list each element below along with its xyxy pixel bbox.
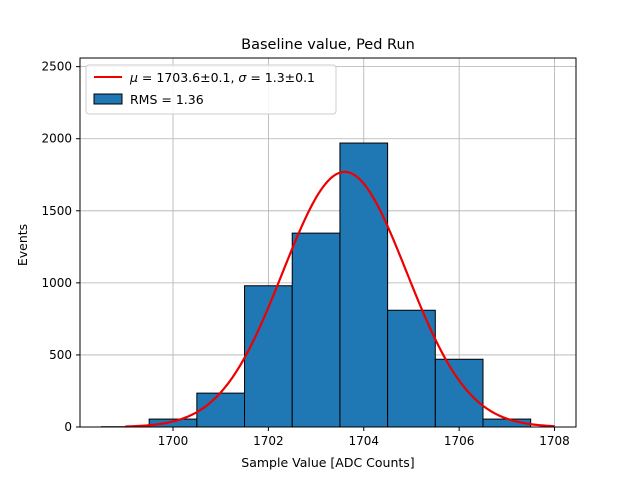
x-tick-label: 1700 xyxy=(158,434,189,448)
histogram-bar xyxy=(434,358,484,428)
legend-mu-symbol: μ xyxy=(129,70,138,85)
legend-mu-value: = 1703.6±0.1, xyxy=(138,70,238,85)
legend-sigma-value: = 1.3±0.1 xyxy=(246,70,315,85)
chart-title: Baseline value, Ped Run xyxy=(241,37,415,53)
x-tick-label: 1708 xyxy=(539,434,570,448)
gaussian-fit xyxy=(125,170,555,428)
x-tick-label: 1704 xyxy=(348,434,379,448)
histogram-bar xyxy=(291,232,341,428)
y-tick-label: 1500 xyxy=(41,204,72,218)
y-tick-label: 2500 xyxy=(41,60,72,74)
legend-rms-label: RMS = 1.36 xyxy=(130,92,204,107)
legend-fit-label: μ = 1703.6±0.1, σ = 1.3±0.1 xyxy=(129,70,315,85)
y-tick-label: 1000 xyxy=(41,276,72,290)
y-tick-label: 500 xyxy=(49,348,72,362)
axes xyxy=(76,57,577,431)
legend-bar-swatch xyxy=(93,93,123,105)
y-tick-label: 0 xyxy=(64,420,72,434)
x-axis-label: Sample Value [ADC Counts] xyxy=(241,455,414,470)
histogram-bar xyxy=(339,142,389,428)
tick-labels: 1700 1702 1704 1706 1708 0 500 1000 1500 2000 2500 xyxy=(41,60,569,448)
y-tick-label: 2000 xyxy=(41,132,72,146)
legend-sigma-symbol: σ xyxy=(238,70,247,85)
fit-curve xyxy=(125,170,555,428)
y-axis-label: Events xyxy=(15,224,30,266)
legend-frame xyxy=(85,64,337,115)
x-tick-label: 1706 xyxy=(444,434,475,448)
histogram-bar xyxy=(387,309,436,428)
x-tick-label: 1702 xyxy=(253,434,284,448)
histogram-bar xyxy=(196,392,246,428)
histogram-bars xyxy=(100,142,532,428)
legend: μ = 1703.6±0.1, σ = 1.3±0.1 RMS = 1.36 xyxy=(85,64,337,115)
plot-frame xyxy=(79,57,577,428)
histogram-bar xyxy=(148,418,198,428)
